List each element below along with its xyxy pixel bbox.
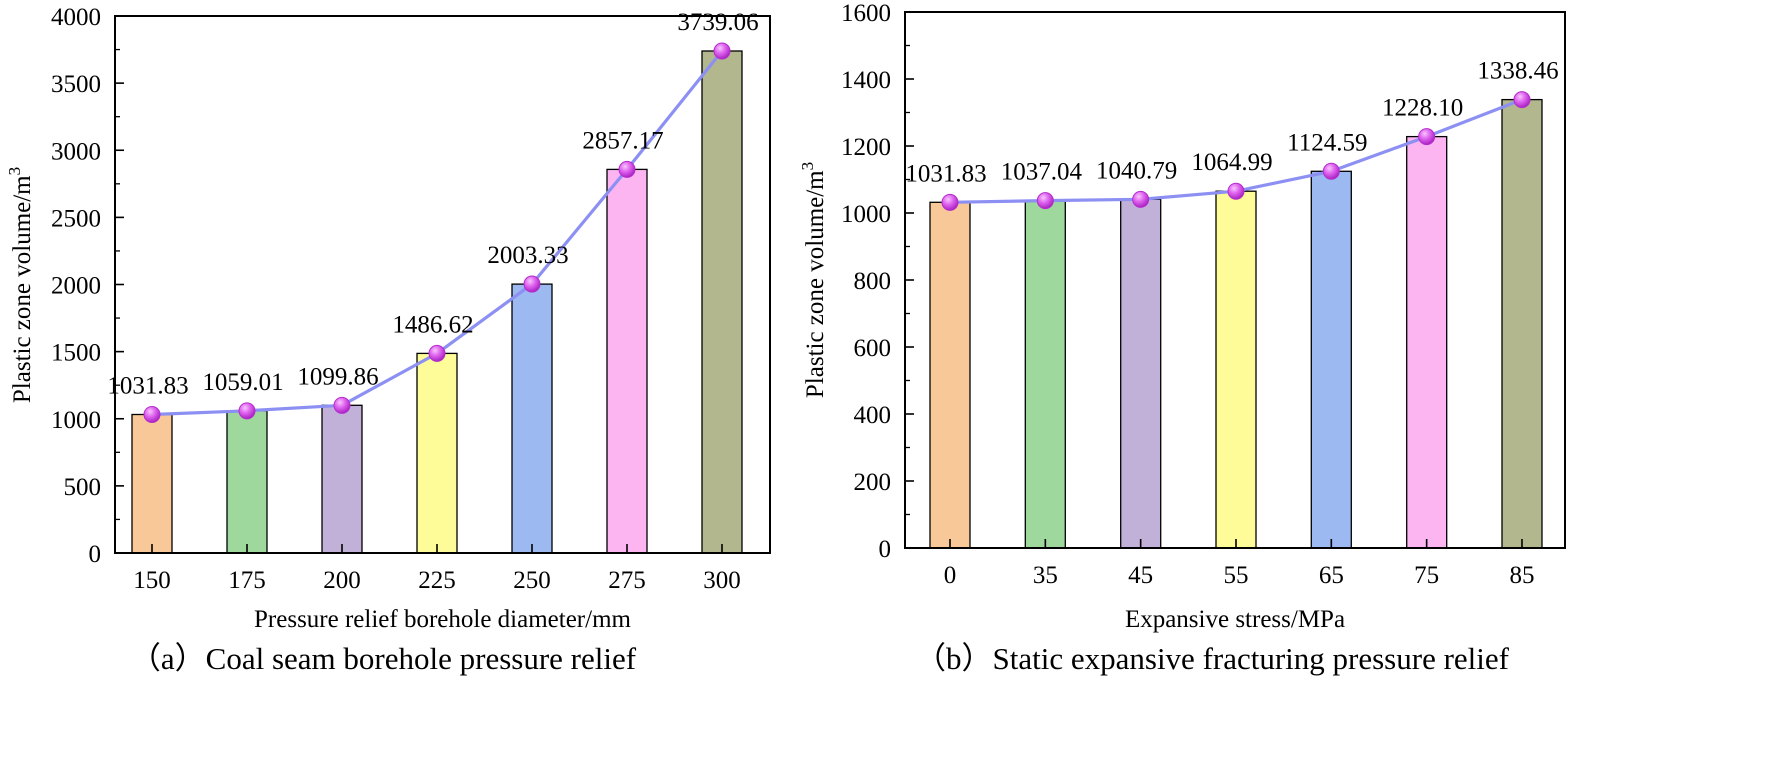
y-axis-title: Plastic zone volume/m3 [5, 167, 36, 403]
y-tick-label: 500 [64, 474, 102, 501]
bar [606, 168, 648, 554]
data-label: 1338.46 [1477, 58, 1558, 85]
data-label: 1099.86 [297, 363, 378, 390]
y-tick-label: 600 [854, 335, 892, 362]
data-point [1036, 192, 1054, 210]
x-tick-label: 55 [1223, 562, 1248, 589]
x-tick-label: 150 [133, 567, 171, 594]
data-label: 1040.79 [1096, 157, 1177, 184]
y-tick-label: 800 [854, 268, 892, 295]
y-tick-label: 1000 [841, 201, 891, 228]
data-label: 1124.59 [1287, 129, 1367, 156]
y-tick-label: 1000 [51, 407, 101, 434]
bar [1310, 170, 1352, 549]
y-axis-title-superscript: 3 [5, 167, 24, 176]
bar [511, 283, 553, 554]
x-tick-label: 225 [418, 567, 456, 594]
y-tick-label: 0 [89, 541, 102, 568]
data-label: 1059.01 [202, 369, 283, 396]
x-axis-title: Pressure relief borehole diameter/mm [254, 606, 631, 633]
data-point [618, 160, 636, 178]
y-tick-label: 2000 [51, 273, 101, 300]
y-tick-label: 3000 [51, 138, 101, 165]
data-point [1418, 128, 1436, 146]
data-point [713, 42, 731, 60]
data-point [143, 405, 161, 423]
x-tick-label: 250 [513, 567, 551, 594]
y-axis-title-text: Plastic zone volume/m [9, 175, 36, 403]
y-axis-title-text: Plastic zone volume/m [802, 170, 829, 398]
x-tick-label: 85 [1509, 562, 1534, 589]
y-tick-label: 4000 [51, 4, 101, 31]
data-point [1513, 91, 1531, 109]
bar [929, 201, 971, 549]
bar [416, 352, 458, 554]
data-label: 1031.83 [107, 372, 188, 399]
x-tick-label: 275 [608, 567, 646, 594]
data-point [238, 402, 256, 420]
y-tick-label: 400 [854, 402, 892, 429]
y-tick-label: 1200 [841, 134, 891, 161]
x-tick-label: 175 [228, 567, 266, 594]
figure-caption: （b）Static expansive fracturing pressure … [915, 641, 1510, 676]
data-label: 1031.83 [905, 160, 986, 187]
x-tick-label: 300 [703, 567, 741, 594]
data-point [941, 193, 959, 211]
x-tick-label: 65 [1319, 562, 1344, 589]
bar [701, 50, 743, 554]
figure-caption: （a）Coal seam borehole pressure relief [130, 641, 637, 676]
y-tick-label: 1400 [841, 67, 891, 94]
y-tick-label: 1500 [51, 340, 101, 367]
y-axis-title-superscript: 3 [798, 162, 817, 171]
y-tick-label: 0 [879, 536, 892, 563]
bar [226, 410, 268, 554]
data-point [1322, 162, 1340, 180]
bar [131, 413, 173, 554]
data-point [1132, 190, 1150, 208]
data-point [1227, 182, 1245, 200]
data-label: 3739.06 [677, 9, 758, 36]
bar [1406, 135, 1448, 549]
y-axis-title: Plastic zone volume/m3 [798, 162, 829, 398]
data-label: 2003.33 [487, 242, 568, 269]
x-tick-label: 0 [944, 562, 957, 589]
y-tick-label: 200 [854, 469, 892, 496]
x-tick-label: 200 [323, 567, 361, 594]
y-tick-label: 3500 [51, 71, 101, 98]
data-label: 2857.17 [582, 127, 663, 154]
data-point [523, 275, 541, 293]
x-axis-title: Expansive stress/MPa [1125, 606, 1345, 633]
bar [321, 404, 363, 554]
y-tick-label: 1600 [841, 0, 891, 27]
data-point [428, 344, 446, 362]
bar [1501, 98, 1543, 549]
y-tick-label: 2500 [51, 205, 101, 232]
bar [1120, 198, 1162, 549]
data-label: 1228.10 [1382, 95, 1463, 122]
bar [1215, 190, 1257, 549]
data-label: 1486.62 [392, 311, 473, 338]
bar [1024, 199, 1066, 549]
data-label: 1064.99 [1191, 149, 1272, 176]
data-label: 1037.04 [1001, 159, 1083, 186]
chart-panel-a: 0 500 1000 1500 2000 2500 3000 3500 4000 150 175 20… [5, 4, 771, 676]
data-point [333, 396, 351, 414]
x-tick-label: 75 [1414, 562, 1439, 589]
chart-panel-b: 0 200 400 600 800 1000 1200 1400 1600 0 35 45 55 65 75… [798, 0, 1566, 676]
x-tick-label: 35 [1033, 562, 1058, 589]
x-tick-label: 45 [1128, 562, 1153, 589]
